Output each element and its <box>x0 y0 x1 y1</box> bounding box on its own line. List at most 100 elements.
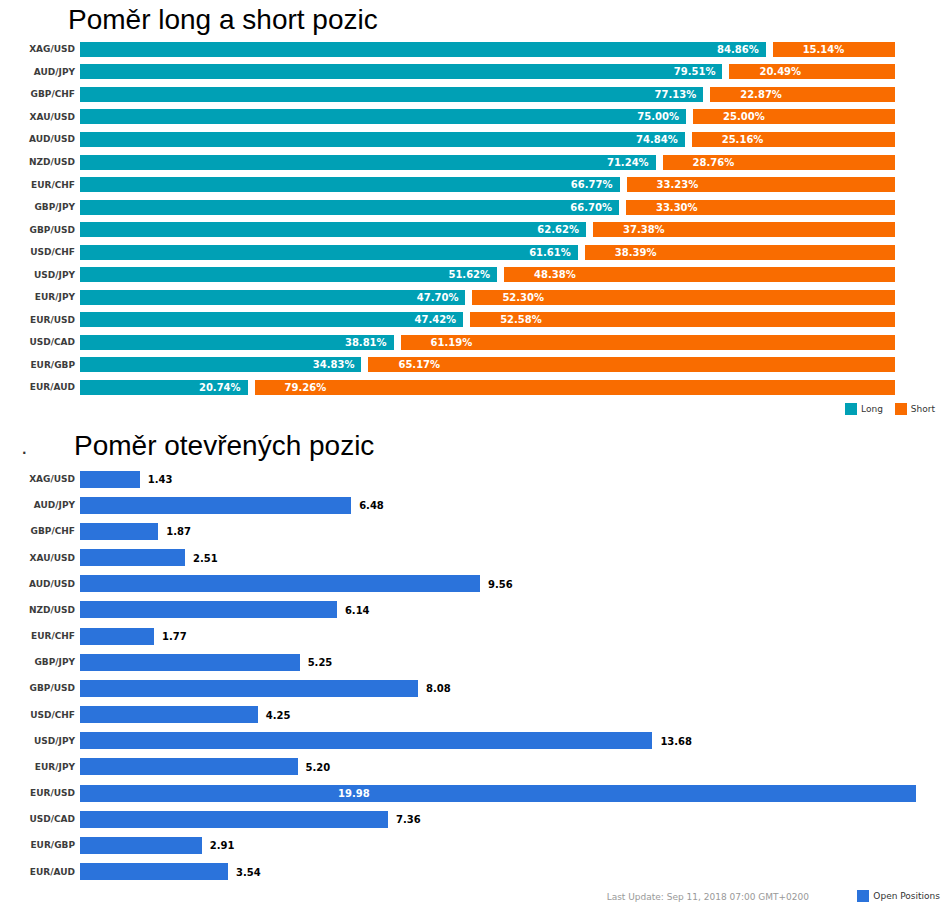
category-label: USD/CAD <box>0 814 80 824</box>
open-positions-row: AUD/USD9.56 <box>0 571 948 597</box>
long-short-row: EUR/CHF66.77% 33.23% <box>0 173 948 196</box>
long-short-row: EUR/JPY47.70%52.30% <box>0 286 948 309</box>
forex-sentiment-dashboard: Poměr long a short pozic XAG/USD84.86%15… <box>0 0 948 915</box>
last-update-note: Last Update: Sep 11, 2018 07:00 GMT+0200 <box>607 892 809 902</box>
category-label: GBP/JPY <box>0 202 80 212</box>
open-positions-bar <box>80 471 140 488</box>
bar-track: 19.98 <box>80 785 948 802</box>
short-value-label: 37.38% <box>623 224 665 235</box>
open-positions-row: GBP/USD8.08 <box>0 675 948 701</box>
open-positions-row: GBP/JPY5.25 <box>0 649 948 675</box>
open-positions-bar <box>80 523 158 540</box>
short-bar-segment: 33.23% <box>627 177 896 192</box>
category-label: EUR/GBP <box>0 840 80 850</box>
legend-item-long[interactable]: Long <box>845 403 883 415</box>
category-label: AUD/JPY <box>0 500 80 510</box>
bar-track: 79.51%20.49% <box>80 64 895 79</box>
bar-value-label: 6.14 <box>345 604 370 615</box>
legend-item-open-positions[interactable]: Open Positions <box>857 890 940 902</box>
long-value-label: 74.84% <box>636 134 678 145</box>
category-label: EUR/USD <box>0 788 80 798</box>
category-label: EUR/CHF <box>0 180 80 190</box>
bar-value-label: 5.25 <box>308 657 333 668</box>
bar-track: 71.24%28.76% <box>80 155 895 170</box>
legend-item-short[interactable]: Short <box>895 403 935 415</box>
long-bar-segment: 51.62% <box>80 267 497 282</box>
bar-track: 5.25 <box>80 654 948 671</box>
short-value-label: 15.14% <box>803 44 845 55</box>
open-positions-bar <box>80 575 480 592</box>
open-positions-bar <box>80 601 337 618</box>
long-swatch-icon <box>845 403 857 415</box>
bar-value-label: 19.98 <box>338 788 370 799</box>
long-bar-segment: 47.42% <box>80 312 463 327</box>
bar-track: 13.68 <box>80 732 948 749</box>
long-bar-segment: 61.61% <box>80 245 578 260</box>
long-bar-segment: 66.77% <box>80 177 620 192</box>
category-label: USD/CHF <box>0 710 80 720</box>
open-positions-row: XAG/USD1.43 <box>0 466 948 492</box>
bar-track: 61.61%38.39% <box>80 245 895 260</box>
open-positions-row: EUR/USD 19.98 <box>0 780 948 806</box>
long-value-label: 79.51% <box>674 66 716 77</box>
short-swatch-icon <box>895 403 907 415</box>
category-label: NZD/USD <box>0 157 80 167</box>
long-bar-segment: 38.81% <box>80 335 394 350</box>
open-positions-bar <box>80 811 388 828</box>
open-positions-row: EUR/JPY5.20 <box>0 754 948 780</box>
long-value-label: 62.62% <box>537 224 579 235</box>
open-positions-row: USD/JPY13.68 <box>0 728 948 754</box>
short-bar-segment: 65.17% <box>368 357 895 372</box>
open-positions-bar <box>80 549 185 566</box>
bar-track: 75.00%25.00% <box>80 109 895 124</box>
category-label: GBP/USD <box>0 225 80 235</box>
open-positions-bar <box>80 863 228 880</box>
bar-track: 74.84% 25.16% <box>80 132 895 147</box>
chart1-title: Poměr long a short pozic <box>68 4 378 36</box>
category-label: EUR/CHF <box>0 631 80 641</box>
open-positions-row: XAU/USD2.51 <box>0 545 948 571</box>
long-bar-segment: 84.86% <box>80 42 766 57</box>
bar-track: 20.74% 79.26% <box>80 380 895 395</box>
bar-track: 3.54 <box>80 863 948 880</box>
open-positions-row: USD/CHF4.25 <box>0 702 948 728</box>
long-bar-segment: 66.70% <box>80 200 619 215</box>
short-value-label: 52.30% <box>502 292 544 303</box>
open-positions-row: GBP/CHF1.87 <box>0 518 948 544</box>
category-label: XAU/USD <box>0 553 80 563</box>
category-label: GBP/CHF <box>0 89 80 99</box>
short-value-label: 22.87% <box>740 89 782 100</box>
long-short-row: XAU/USD75.00%25.00% <box>0 106 948 129</box>
bar-track: 51.62% 48.38% <box>80 267 895 282</box>
bar-track: 6.14 <box>80 601 948 618</box>
short-bar-segment: 79.26% <box>255 380 895 395</box>
bar-value-label: 9.56 <box>488 578 513 589</box>
long-bar-segment: 77.13% <box>80 87 703 102</box>
bar-track: 2.91 <box>80 837 948 854</box>
bar-track: 6.48 <box>80 497 948 514</box>
long-bar-segment: 20.74% <box>80 380 248 395</box>
long-short-row: USD/JPY51.62% 48.38% <box>0 263 948 286</box>
long-short-row: EUR/USD47.42%52.58% <box>0 309 948 332</box>
long-bar-segment: 47.70% <box>80 290 465 305</box>
bar-track: 34.83%65.17% <box>80 357 895 372</box>
short-bar-segment: 22.87% <box>710 87 895 102</box>
chart1-legend: Long Short <box>845 403 935 415</box>
bar-value-label: 1.43 <box>148 474 173 485</box>
category-label: USD/JPY <box>0 270 80 280</box>
long-short-row: AUD/JPY79.51%20.49% <box>0 61 948 84</box>
short-bar-segment: 25.16% <box>692 132 895 147</box>
category-label: NZD/USD <box>0 605 80 615</box>
short-bar-segment: 48.38% <box>504 267 895 282</box>
open-positions-row: EUR/AUD3.54 <box>0 859 948 885</box>
long-bar-segment: 71.24% <box>80 155 656 170</box>
category-label: AUD/USD <box>0 134 80 144</box>
bar-track: 66.70%33.30% <box>80 200 895 215</box>
bar-track: 84.86% 15.14% <box>80 42 895 57</box>
bar-value-label: 6.48 <box>359 500 384 511</box>
long-value-label: 20.74% <box>199 382 241 393</box>
chart2-legend: Open Positions <box>857 890 940 902</box>
open-positions-row: USD/CAD7.36 <box>0 806 948 832</box>
legend-label-short: Short <box>911 404 935 414</box>
category-label: XAU/USD <box>0 112 80 122</box>
